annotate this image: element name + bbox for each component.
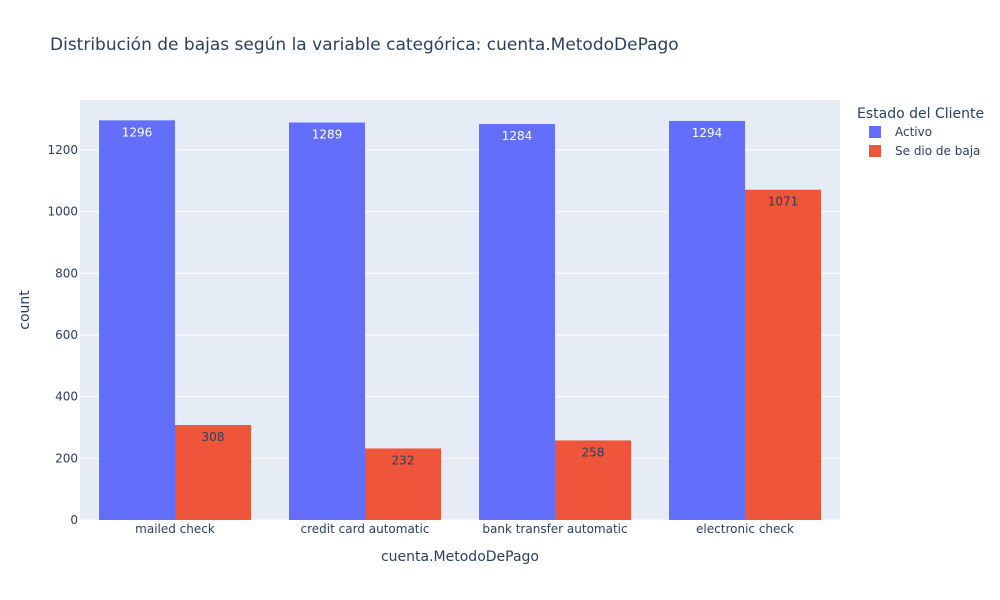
x-tick-label: mailed check — [135, 522, 215, 536]
y-tick-label: 0 — [70, 513, 78, 527]
legend-swatch — [869, 145, 881, 157]
y-axis-title: count — [17, 290, 33, 330]
bar-activo — [99, 120, 175, 521]
bar-se-dio-de-baja — [555, 440, 631, 520]
legend-item-label: Se dio de baja — [895, 144, 980, 158]
x-axis-ticks: mailed check credit card automatic bank tr… — [135, 522, 794, 536]
bar-value-label: 308 — [202, 430, 225, 444]
y-axis-ticks: 0 200 400 600 800 1000 1200 — [47, 143, 78, 527]
x-tick-label: electronic check — [696, 522, 794, 536]
x-tick-label: credit card automatic — [301, 522, 430, 536]
legend-title: Estado del Cliente — [857, 106, 984, 122]
bar-value-label: 1289 — [312, 128, 343, 142]
bar-activo — [289, 122, 365, 520]
x-tick-label: bank transfer automatic — [482, 522, 627, 536]
bar-activo — [669, 120, 745, 520]
bar-se-dio-de-baja — [175, 425, 251, 520]
bar-value-label: 1296 — [122, 125, 153, 139]
y-tick-label: 800 — [55, 266, 78, 280]
y-tick-label: 1000 — [47, 205, 78, 219]
bars — [99, 120, 821, 521]
bar-se-dio-de-baja — [745, 189, 821, 520]
bar-value-label: 1284 — [502, 129, 533, 143]
legend-swatch — [869, 126, 881, 138]
y-tick-label: 600 — [55, 328, 78, 342]
x-axis-title: cuenta.MetodoDePago — [381, 549, 539, 565]
bar-value-label: 1294 — [692, 126, 723, 140]
y-tick-label: 400 — [55, 390, 78, 404]
legend: Estado del Cliente Activo Se dio de baja — [857, 106, 984, 158]
bar-value-label: 258 — [582, 445, 605, 459]
bar-se-dio-de-baja — [365, 448, 441, 520]
bar-value-label: 1071 — [768, 195, 799, 209]
legend-item-label: Activo — [895, 125, 932, 139]
y-tick-label: 200 — [55, 451, 78, 465]
bar-value-label: 232 — [392, 453, 415, 467]
bar-activo — [479, 124, 555, 521]
bar-labels: 1296 308 1289 232 1284 258 1294 1071 — [122, 125, 799, 467]
y-tick-label: 1200 — [47, 143, 78, 157]
chart-title: Distribución de bajas según la variable … — [50, 35, 679, 55]
